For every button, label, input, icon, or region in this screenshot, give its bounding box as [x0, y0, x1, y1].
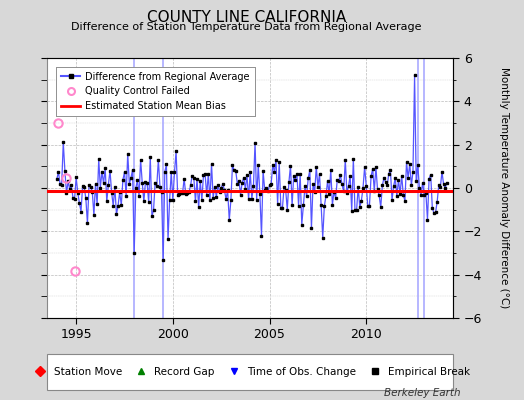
Text: COUNTY LINE CALIFORNIA: COUNTY LINE CALIFORNIA	[147, 10, 346, 25]
Text: Berkeley Earth: Berkeley Earth	[385, 388, 461, 398]
Text: Difference of Station Temperature Data from Regional Average: Difference of Station Temperature Data f…	[71, 22, 421, 32]
FancyBboxPatch shape	[47, 354, 453, 390]
Legend: Difference from Regional Average, Quality Control Failed, Estimated Station Mean: Difference from Regional Average, Qualit…	[56, 67, 255, 116]
Y-axis label: Monthly Temperature Anomaly Difference (°C): Monthly Temperature Anomaly Difference (…	[499, 67, 509, 309]
Legend: Station Move, Record Gap, Time of Obs. Change, Empirical Break: Station Move, Record Gap, Time of Obs. C…	[26, 363, 475, 381]
